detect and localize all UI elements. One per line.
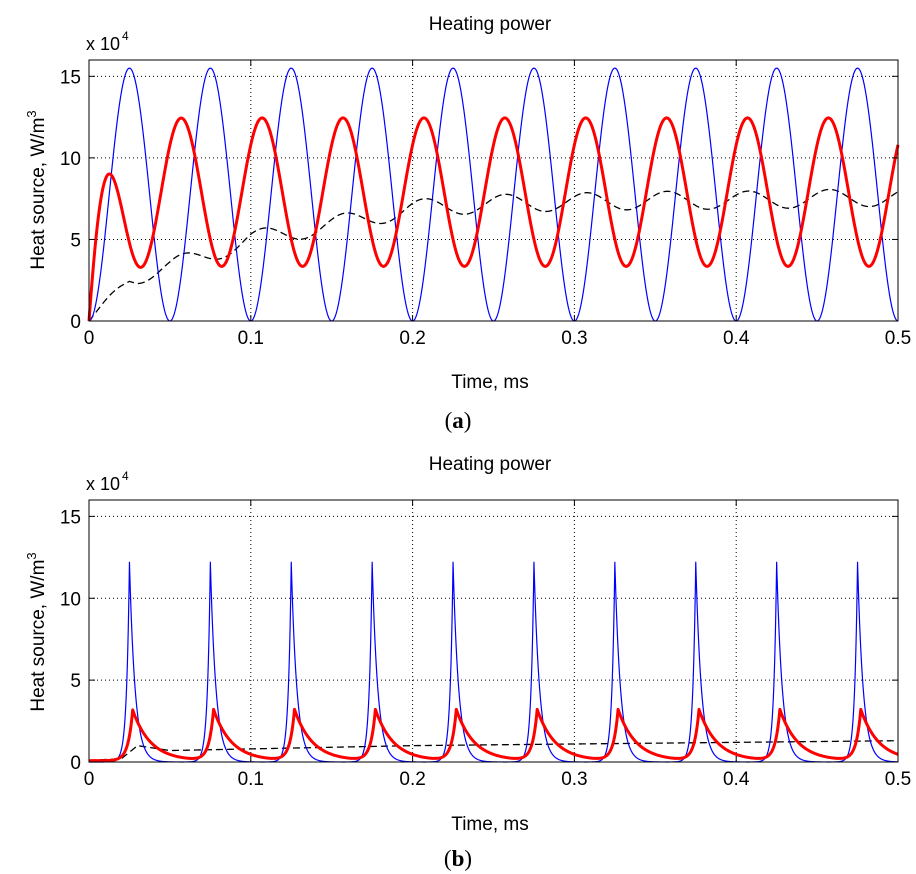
plot-frame <box>88 499 899 763</box>
chart-title: Heating power <box>429 14 552 35</box>
y-tick-label: 5 <box>70 230 81 251</box>
x-tick-label: 0 <box>84 328 95 349</box>
x-tick-label: 0.4 <box>723 769 750 790</box>
y-tick-label: 15 <box>60 507 81 528</box>
panel-label-a: (a) <box>445 408 472 433</box>
series-line-dashed <box>88 188 899 322</box>
y-tick-label: 0 <box>70 753 81 774</box>
x-tick-label: 0.2 <box>399 328 425 349</box>
y-tick-label: 10 <box>60 589 81 610</box>
series-line-dashed <box>88 740 899 762</box>
x-axis-label: Time, ms <box>451 814 528 835</box>
chart-panel-a: Heating power x 10 4 0 0.1 0.2 0.3 0.4 0.5 0 5 10… <box>24 14 911 433</box>
x-tick-label: 0.5 <box>885 328 911 349</box>
y-tick-label: 0 <box>70 312 81 333</box>
x-tick-label: 0.1 <box>238 769 264 790</box>
x-axis-label: Time, ms <box>451 372 528 393</box>
y-tick-label: 10 <box>60 149 81 170</box>
series-line-solid-thick <box>87 116 900 322</box>
x-tick-label: 0 <box>84 769 95 790</box>
x-tick-label: 0.4 <box>723 328 750 349</box>
axis-ticks: 0 0.1 0.2 0.3 0.4 0.5 0 5 10 15 <box>60 60 911 349</box>
panel-label-b: (b) <box>444 846 472 871</box>
y-tick-label: 5 <box>70 671 81 692</box>
grid-lines <box>89 60 898 321</box>
y-tick-label: 15 <box>60 67 81 88</box>
series-line-solid-thin <box>88 67 899 322</box>
y-axis-label: Heat source, W/m3 <box>24 110 49 269</box>
x-tick-label: 0.3 <box>561 769 587 790</box>
y-axis-label: Heat source, W/m3 <box>24 552 49 711</box>
x-tick-label: 0.1 <box>238 328 264 349</box>
y-multiplier: x 10 4 <box>86 29 129 54</box>
axis-ticks: 0 0.1 0.2 0.3 0.4 0.5 0 5 10 15 <box>60 500 911 790</box>
chart-title: Heating power <box>429 454 552 475</box>
grid-lines <box>89 500 898 762</box>
y-multiplier: x 10 4 <box>86 469 129 494</box>
x-tick-label: 0.5 <box>885 769 911 790</box>
chart-panel-b: Heating power x 10 4 0 0.1 0.2 0.3 0.4 0.5 0 5 10… <box>24 454 911 871</box>
series-line-solid-thick <box>87 707 900 763</box>
series-group <box>87 67 900 322</box>
x-tick-label: 0.3 <box>561 328 587 349</box>
x-tick-label: 0.2 <box>399 769 425 790</box>
series-group <box>87 561 900 763</box>
plot-frame <box>88 59 899 322</box>
